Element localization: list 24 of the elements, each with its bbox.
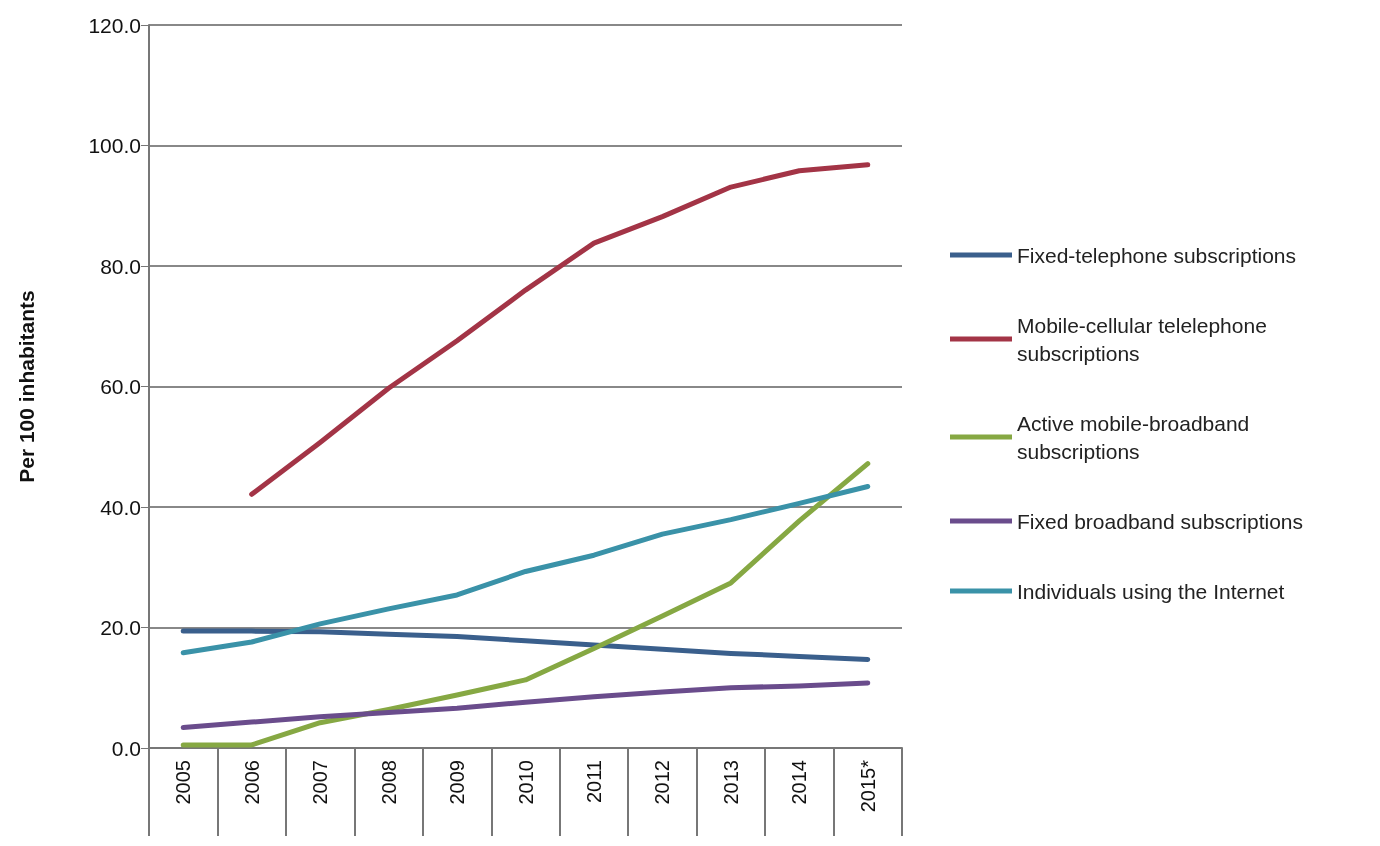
x-tick-label: 2007	[309, 760, 332, 805]
y-axis-title: Per 100 inhabitants	[15, 290, 38, 483]
x-tick-label: 2015*	[856, 759, 879, 813]
y-tick-label: 0.0	[111, 736, 141, 760]
y-tick-label: 120.0	[88, 13, 141, 37]
x-tick-label: 2010	[514, 760, 537, 805]
x-tick-label: 2014	[788, 760, 811, 805]
y-tick-label: 60.0	[100, 375, 141, 398]
x-tick-label: 2012	[651, 760, 674, 805]
legend-label: Fixed-telephone subscriptions	[1017, 243, 1296, 267]
x-tick-label: 2006	[240, 760, 263, 805]
x-tick-label: 2011	[582, 760, 605, 804]
legend-label: Mobile-cellular telelephone subscriptions	[1017, 313, 1273, 365]
x-tick-label: 2009	[446, 760, 469, 805]
y-tick-label: 20.0	[100, 616, 141, 639]
y-tick-label: 100.0	[88, 134, 141, 157]
x-tick-label: 2005	[172, 760, 195, 805]
y-tick-label: 40.0	[100, 495, 141, 519]
legend-label: Individuals using the Internet	[1017, 579, 1285, 603]
x-tick-label: 2013	[719, 760, 742, 805]
x-tick-label: 2008	[377, 760, 400, 805]
y-tick-label: 80.0	[100, 254, 141, 278]
legend-label: Fixed broadband subscriptions	[1017, 509, 1304, 533]
legend-label: Active mobile-broadband subscriptions	[1017, 411, 1256, 463]
